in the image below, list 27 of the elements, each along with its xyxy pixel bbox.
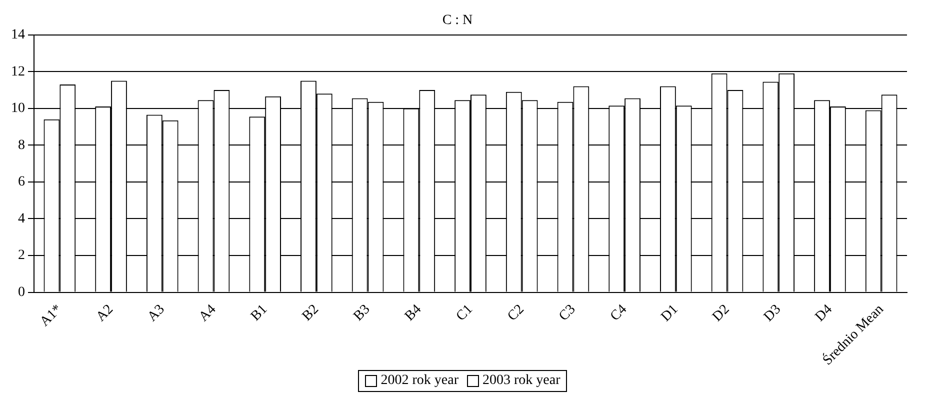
x-tick-label: D2 xyxy=(710,302,733,325)
x-tick-label: A3 xyxy=(145,302,168,325)
legend-label: 2003 rok year xyxy=(482,373,560,389)
chart-title: C : N xyxy=(442,13,473,28)
y-tick-label: 2 xyxy=(18,248,25,264)
x-tick-label: C4 xyxy=(608,302,630,324)
x-tick-label: D3 xyxy=(761,302,784,325)
x-tick-label: A1* xyxy=(37,302,66,330)
x-tick-label: B3 xyxy=(351,302,374,324)
x-tick-label: C2 xyxy=(505,302,528,324)
x-tick-label: D1 xyxy=(658,302,682,325)
y-tick-label: 14 xyxy=(11,27,25,42)
y-tick-label: 8 xyxy=(18,138,25,153)
x-tick-label: D4 xyxy=(812,302,836,325)
x-tick-label: B2 xyxy=(300,302,322,324)
x-tick-label: A4 xyxy=(196,302,220,325)
x-tick-label: C3 xyxy=(556,302,579,324)
x-tick-label: B1 xyxy=(248,302,271,324)
y-tick-label: 10 xyxy=(11,101,25,116)
y-tick-label: 4 xyxy=(18,211,25,226)
y-tick-label: 6 xyxy=(18,174,25,190)
x-tick-label: B4 xyxy=(402,302,425,324)
legend-label: 2002 rok year xyxy=(380,373,458,389)
y-tick-label: 0 xyxy=(18,284,25,300)
x-tick-label: C1 xyxy=(454,302,476,324)
y-tick-label: 12 xyxy=(11,64,25,80)
x-tick-label: A2 xyxy=(94,302,116,325)
